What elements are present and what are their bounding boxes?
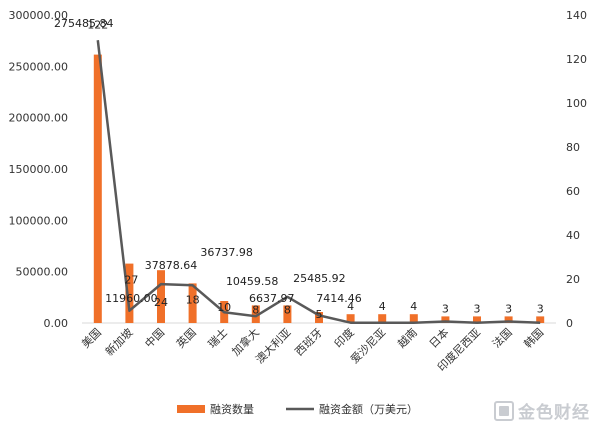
watermark-logo-icon <box>494 400 514 421</box>
bar <box>504 316 513 323</box>
x-tick-label: 美国 <box>79 326 104 351</box>
x-tick-label: 爱沙尼亚 <box>348 326 388 366</box>
bar <box>536 316 545 323</box>
line-data-label: 11960.00 <box>105 292 158 305</box>
y-right-tick-label: 80 <box>566 141 580 154</box>
bar-data-label: 3 <box>442 302 449 315</box>
bar-data-label: 122 <box>87 19 108 32</box>
y-left-tick-label: 50000.00 <box>16 266 69 279</box>
data-labels: 122 27 24 18 10 8 8 5 4 4 4 3 3 3 3 275485.84 11960.00 37… <box>54 17 544 321</box>
line-data-label: 7414.46 <box>316 292 362 305</box>
y-right-tick-label: 20 <box>566 273 580 286</box>
bar-data-label: 27 <box>124 274 138 287</box>
line-data-label: 25485.92 <box>293 272 346 285</box>
bar <box>346 314 355 323</box>
bar-data-label: 5 <box>316 308 323 321</box>
x-tick-label: 新加坡 <box>102 325 135 358</box>
x-tick-label: 瑞士 <box>205 325 230 350</box>
bar <box>473 316 481 323</box>
bar-data-label: 3 <box>474 302 481 315</box>
bar-data-label: 4 <box>410 300 417 313</box>
y-right-tick-label: 60 <box>566 185 580 198</box>
bar <box>315 312 323 323</box>
y-right-tick-label: 100 <box>566 97 587 110</box>
bar-data-label: 4 <box>379 300 386 313</box>
bar-data-label: 3 <box>537 302 544 315</box>
legend-label-bar: 融资数量 <box>210 403 254 416</box>
line-data-label: 10459.58 <box>226 275 279 288</box>
y-right-tick-label: 0 <box>566 317 573 330</box>
line-data-label: 36737.98 <box>200 246 253 259</box>
x-tick-label: 越南 <box>394 325 419 350</box>
bar <box>157 270 165 323</box>
y-left-tick-label: 100000.00 <box>9 214 69 227</box>
x-tick-label: 印度 <box>331 325 356 350</box>
y-left-tick-label: 300000.00 <box>9 9 69 22</box>
bar <box>188 283 197 323</box>
line-data-label: 6637.97 <box>249 292 295 305</box>
bar <box>441 316 450 323</box>
bar-data-label: 8 <box>252 303 259 316</box>
line-data-label: 275485.84 <box>54 17 114 30</box>
y-left-tick-label: 150000.00 <box>9 163 69 176</box>
x-tick-label: 中国 <box>142 326 167 351</box>
bar <box>93 54 102 323</box>
bar-data-label: 8 <box>284 303 291 316</box>
y-left-tick-label: 200000.00 <box>9 112 69 125</box>
bar-data-label: 24 <box>154 296 168 309</box>
y-right-tick-label: 40 <box>566 229 580 242</box>
bar-data-label: 4 <box>347 300 354 313</box>
x-tick-label: 西班牙 <box>293 326 326 359</box>
y-left-tick-label: 250000.00 <box>9 60 69 73</box>
bar <box>409 314 418 323</box>
x-tick-label: 法国 <box>489 325 514 350</box>
y-left-tick-label: 0.00 <box>44 317 69 330</box>
bar <box>283 305 292 323</box>
y-right-tick-label: 120 <box>566 53 587 66</box>
legend-label-line: 融资金额（万美元） <box>319 402 418 416</box>
bar-data-label: 18 <box>186 293 200 306</box>
x-tick-label: 韩国 <box>521 325 546 350</box>
bar-data-label: 10 <box>217 301 231 314</box>
x-tick-label: 日本 <box>426 325 451 350</box>
line-path <box>96 40 541 324</box>
bar <box>251 305 260 323</box>
watermark-text: 金色财经 <box>518 403 590 423</box>
legend: 融资数量 融资金额（万美元） <box>177 402 418 416</box>
legend-swatch-bar <box>177 405 205 413</box>
line-data-label: 37878.64 <box>145 259 198 272</box>
line-series <box>96 40 541 324</box>
y-right-tick-label: 140 <box>566 9 587 22</box>
x-tick-label: 英国 <box>173 325 198 350</box>
bar-data-label: 3 <box>505 302 512 315</box>
bar <box>125 263 134 323</box>
bar <box>378 314 387 323</box>
x-tick-label: 澳大利亚 <box>253 325 294 366</box>
watermark: 金色财经 <box>494 398 590 423</box>
